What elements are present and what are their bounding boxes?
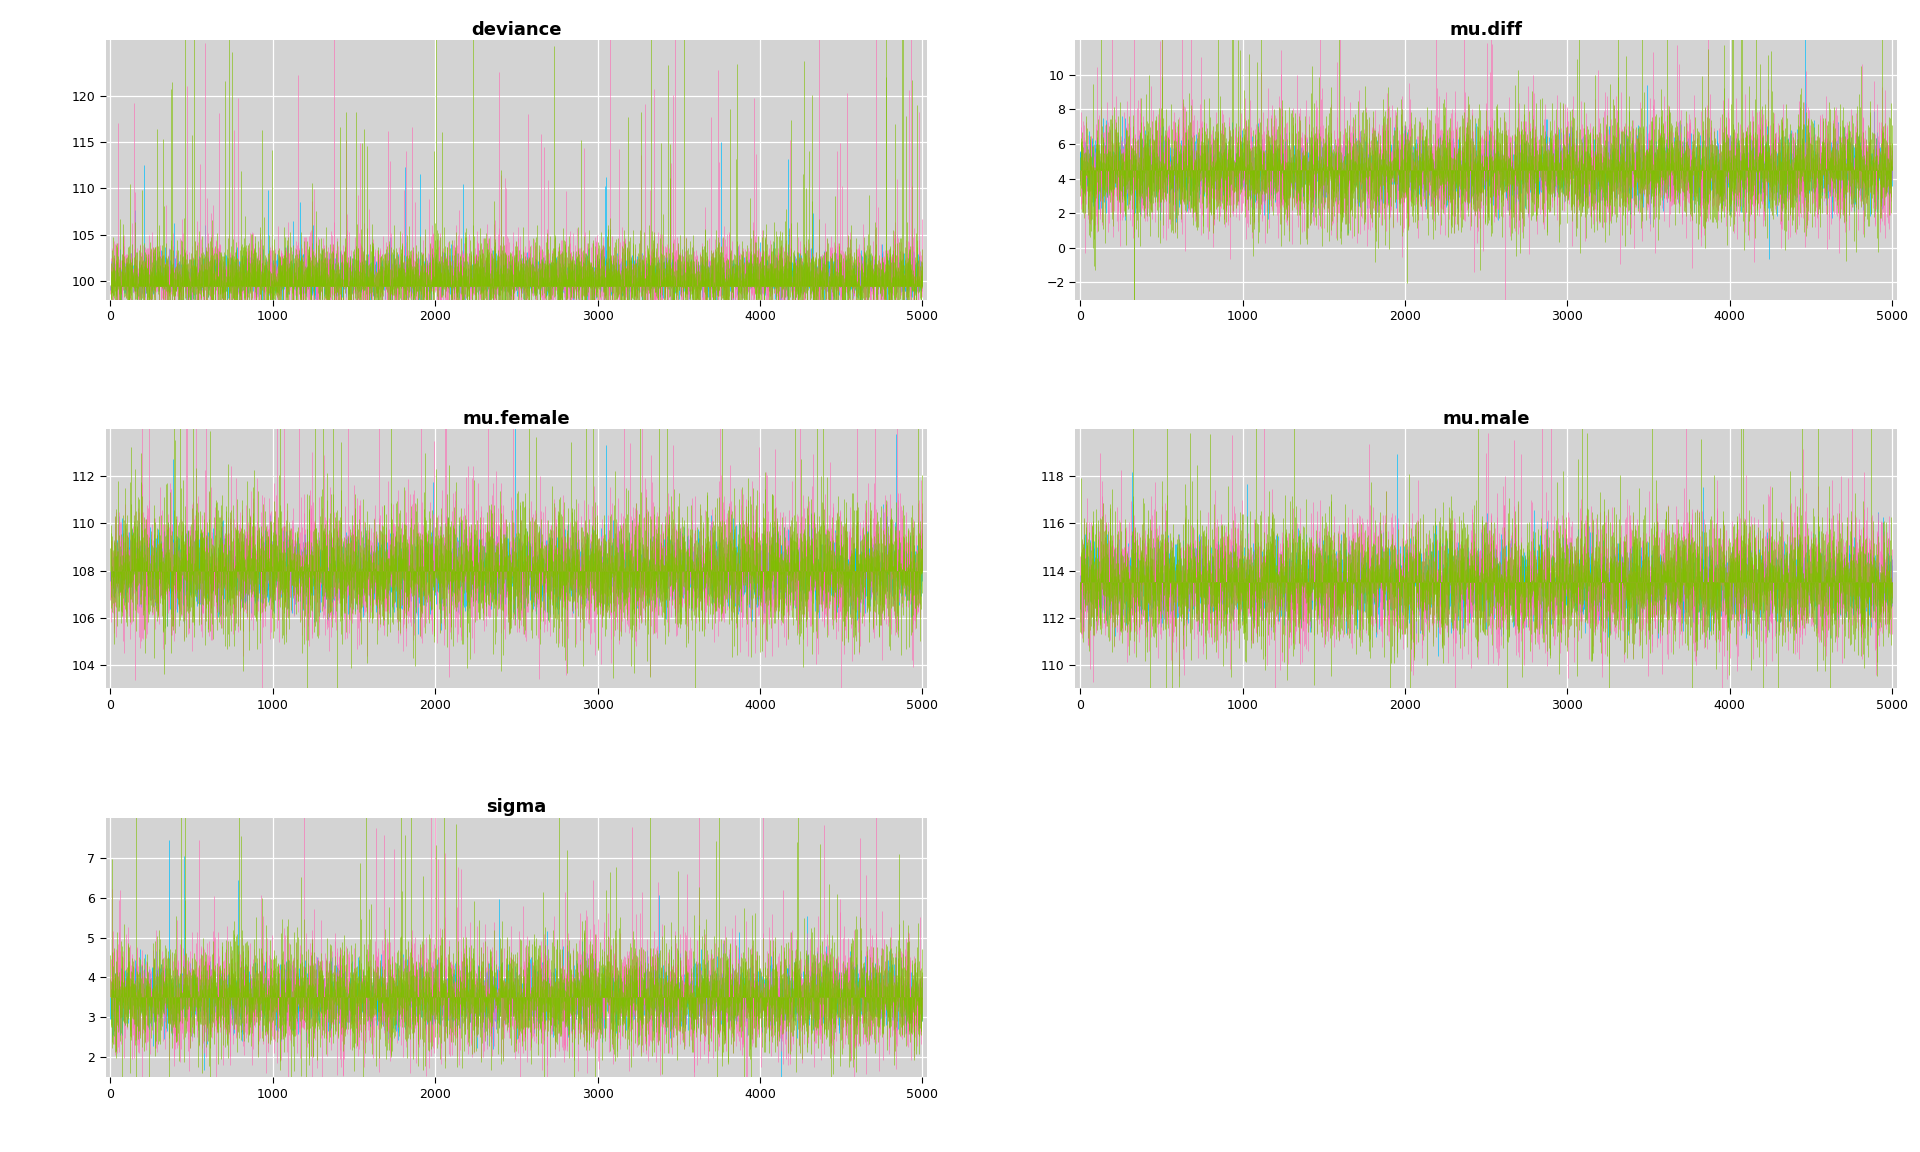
Title: mu.diff: mu.diff: [1450, 21, 1523, 39]
Title: mu.female: mu.female: [463, 410, 570, 427]
Title: deviance: deviance: [470, 21, 563, 39]
Title: sigma: sigma: [486, 798, 547, 817]
Title: mu.male: mu.male: [1442, 410, 1530, 427]
